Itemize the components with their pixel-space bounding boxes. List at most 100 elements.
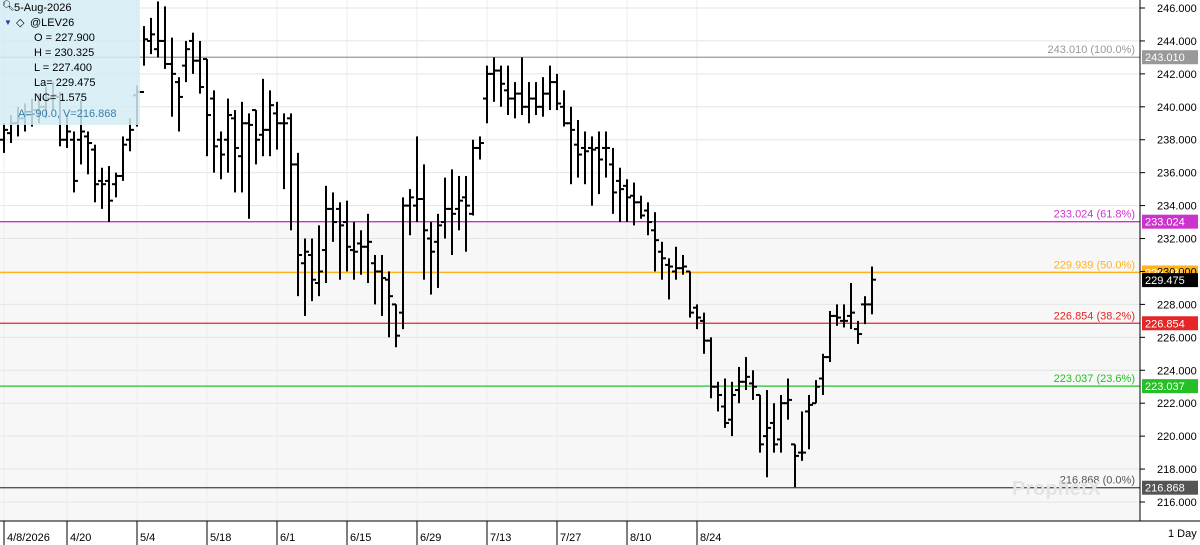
ohlc-bar xyxy=(105,166,113,223)
x-axis[interactable]: 4/8/2026 4/20 5/4 5/18 6/1 6/15 6/29 7/13 7/27 8/… xyxy=(0,520,1200,545)
y-tick-label: 222.000 xyxy=(1157,398,1197,410)
ohlc-bar xyxy=(798,411,806,461)
ohlc-bar xyxy=(602,131,610,178)
ohlc-bar xyxy=(770,403,778,453)
ohlc-bar xyxy=(308,238,316,302)
y-tick-label: 216.000 xyxy=(1157,497,1197,509)
ohlc-bar xyxy=(854,320,862,344)
info-last: La= 229.475 xyxy=(34,77,96,89)
diamond-icon: ◇ xyxy=(16,17,25,29)
ohlc-bar xyxy=(749,370,757,400)
fib-tag-label: 216.868 xyxy=(1145,483,1185,495)
ohlc-bar xyxy=(301,238,309,316)
ohlc-bar xyxy=(721,378,729,428)
y-tick-label: 246.000 xyxy=(1157,3,1197,15)
y-tick-label: 228.000 xyxy=(1157,299,1197,311)
ohlc-bar xyxy=(651,212,659,272)
ohlc-bar xyxy=(574,119,582,178)
ohlc-bar xyxy=(329,192,337,242)
fib-label: 243.010 (100.0%) xyxy=(1048,44,1135,56)
ohlc-bar xyxy=(679,255,687,275)
x-tick-label: 5/18 xyxy=(210,532,231,544)
y-tick-label: 220.000 xyxy=(1157,431,1197,443)
ohlc-bar xyxy=(420,164,428,280)
ohlc-bar xyxy=(462,175,470,252)
ohlc-bar xyxy=(217,131,225,180)
ohlc-bar xyxy=(833,304,841,326)
ohlc-bar xyxy=(119,136,127,181)
y-tick-label: 236.000 xyxy=(1157,168,1197,180)
ohlc-bar xyxy=(210,90,218,173)
x-tick-label: 6/1 xyxy=(280,532,295,544)
info-open: O = 227.900 xyxy=(34,32,95,44)
x-tick-label: 7/13 xyxy=(490,532,511,544)
ohlc-bar xyxy=(455,175,463,231)
fib-label: 233.024 (61.8%) xyxy=(1054,209,1135,221)
fib-label: 226.854 (38.2%) xyxy=(1054,310,1135,322)
y-tick-label: 218.000 xyxy=(1157,464,1197,476)
ohlc-bar xyxy=(686,270,694,318)
ohlc-bar xyxy=(224,98,232,173)
x-tick-label: 4/20 xyxy=(70,532,91,544)
fib-tag xyxy=(1142,379,1198,394)
ohlc-bar xyxy=(742,357,750,391)
ohlc-bar xyxy=(756,393,764,453)
info-cursor: A=-90.0, V=216.868 xyxy=(18,108,117,120)
magnifier-icon[interactable]: 🔍︎ xyxy=(2,1,15,12)
last-price-label: 229.475 xyxy=(1145,275,1185,287)
ohlc-bar xyxy=(168,37,176,117)
info-net-change: NC= 1.575 xyxy=(34,92,87,104)
fib-label: 229.939 (50.0%) xyxy=(1054,259,1135,271)
info-date: 5-Aug-2026 xyxy=(14,2,72,14)
ohlc-bar xyxy=(392,303,400,348)
x-tick-label: 6/29 xyxy=(420,532,441,544)
y-tick-label: 244.000 xyxy=(1157,36,1197,48)
ohlc-bar xyxy=(693,304,701,330)
ohlc-bar xyxy=(763,390,771,478)
ohlc-bar xyxy=(616,167,624,223)
ohlc-bar xyxy=(91,144,99,203)
fib-tag-label: 233.024 xyxy=(1145,217,1185,229)
ohlc-bar xyxy=(315,225,323,297)
lower-band xyxy=(0,222,1140,522)
ohlc-bar xyxy=(637,195,645,219)
fib-tag-label: 226.854 xyxy=(1145,318,1185,330)
x-tick-label: 6/15 xyxy=(350,532,371,544)
ohlc-bar xyxy=(378,255,386,316)
ohlc-bar xyxy=(497,65,505,107)
x-tick-label: 8/10 xyxy=(630,532,651,544)
ohlc-bar xyxy=(784,378,792,420)
ohlc-bar xyxy=(406,189,414,236)
ohlc-bar xyxy=(476,136,484,160)
y-tick-label: 224.000 xyxy=(1157,365,1197,377)
y-axis[interactable]: 216.000 218.000 220.000 222.000 224.000 226.0… xyxy=(1139,0,1198,521)
ohlc-bar xyxy=(588,136,596,206)
ohlc-bar xyxy=(567,106,575,185)
ohlc-bar xyxy=(581,131,589,185)
ohlc-bar xyxy=(203,58,211,157)
ohlc-bar xyxy=(280,113,288,190)
ohlc-bar xyxy=(252,109,260,165)
ohlc-bar xyxy=(812,380,820,405)
ohlc-bar xyxy=(714,381,722,412)
ohlc-bar xyxy=(364,213,372,283)
y-tick-label: 242.000 xyxy=(1157,69,1197,81)
triangle-down-icon[interactable]: ▼ xyxy=(4,18,12,27)
ohlc-bar xyxy=(140,26,148,93)
ohlc-bar xyxy=(84,131,92,175)
ohlc-bar xyxy=(294,152,302,297)
ohlc-bar xyxy=(840,304,848,328)
x-tick-label: 5/4 xyxy=(140,532,155,544)
ohlc-bar xyxy=(343,200,351,272)
ohlc-bar xyxy=(847,282,855,330)
prophetx-watermark: ProphetX xyxy=(1012,478,1101,500)
fib-label: 223.037 (23.6%) xyxy=(1054,373,1135,385)
ohlc-bar xyxy=(427,222,435,295)
ohlc-bar xyxy=(385,271,393,338)
info-high: H = 230.325 xyxy=(34,47,95,59)
ohlc-bar xyxy=(434,213,442,288)
ohlc-bar xyxy=(644,202,652,236)
fib-tag xyxy=(1142,214,1198,229)
period-label[interactable]: 1 Day xyxy=(1168,528,1197,540)
